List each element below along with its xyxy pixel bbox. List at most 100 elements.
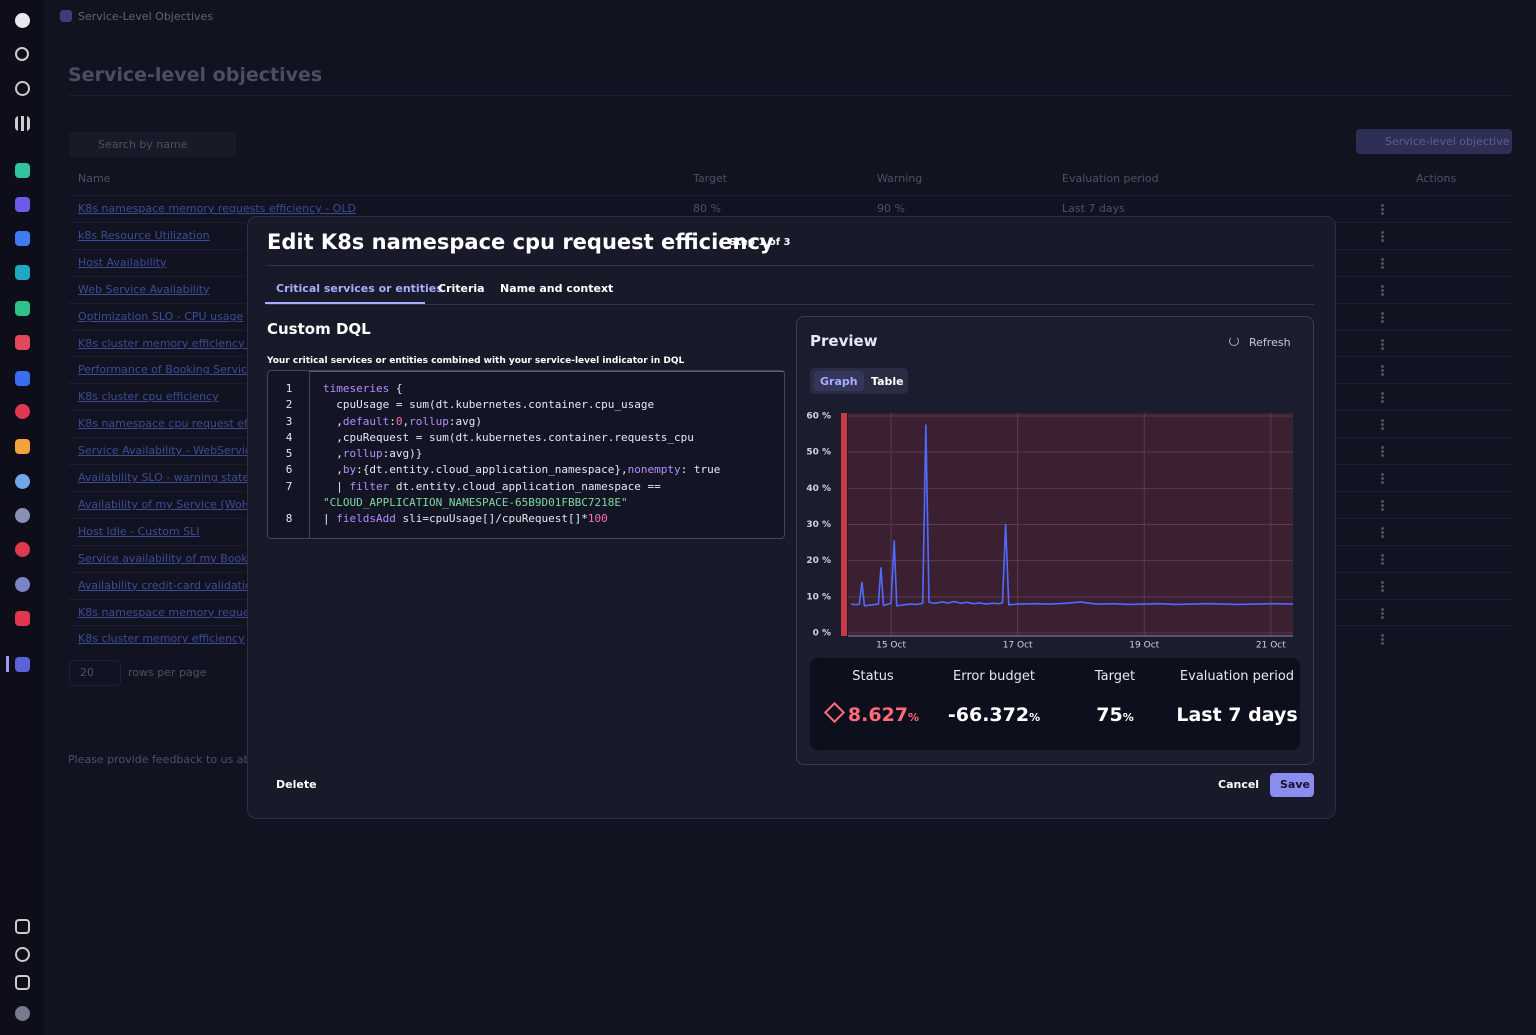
row-actions[interactable] xyxy=(1381,392,1384,396)
app-icon[interactable] xyxy=(15,439,30,454)
icon[interactable] xyxy=(15,81,30,96)
row-actions[interactable] xyxy=(1381,580,1384,584)
cell: Last 7 days xyxy=(1062,202,1125,215)
y-tick-label: 60 % xyxy=(806,412,831,422)
slo-name[interactable]: Web Service Availability xyxy=(78,282,210,296)
code-text: ,rollup:avg)} xyxy=(310,446,778,462)
row-actions[interactable] xyxy=(1381,634,1384,638)
row-actions[interactable] xyxy=(1381,311,1384,315)
create-button[interactable] xyxy=(1356,129,1512,154)
app-icon[interactable] xyxy=(15,301,30,316)
delete-button[interactable]: Delete xyxy=(276,778,317,791)
app-icon[interactable] xyxy=(15,371,30,386)
row-actions[interactable] xyxy=(1381,446,1384,450)
slo-name[interactable]: Optimization SLO - CPU usage xyxy=(78,309,244,323)
line-number: 4 xyxy=(285,430,293,444)
save-label: Save xyxy=(1280,778,1310,791)
slo-name[interactable]: K8s cluster cpu efficiency xyxy=(78,390,219,404)
expand-icon[interactable] xyxy=(15,919,30,934)
y-tick-label: 40 % xyxy=(806,484,831,494)
code-text: | filter dt.entity.cloud_application_nam… xyxy=(310,479,778,512)
code-token: dt.entity.cloud_application_namespace == xyxy=(389,479,668,493)
slo-name[interactable]: K8s namespace memory requests efficiency… xyxy=(78,202,356,215)
app-icon[interactable] xyxy=(15,231,30,246)
status-icon xyxy=(823,701,846,724)
breadcrumb: Service-Level Objectives xyxy=(78,10,214,23)
divider xyxy=(267,265,1314,266)
refresh-button[interactable]: Refresh xyxy=(1249,336,1291,349)
code-line: 1 timeseries { xyxy=(268,381,784,397)
row-actions[interactable] xyxy=(1381,284,1384,288)
tab[interactable]: Critical services or entities xyxy=(276,282,443,295)
icon[interactable] xyxy=(15,975,30,990)
app-icon[interactable] xyxy=(15,404,30,419)
slo-name[interactable]: K8s cluster memory efficiency xyxy=(78,632,245,646)
view-tab[interactable]: Table xyxy=(871,375,904,388)
tab-underline xyxy=(265,302,425,304)
code-line: 8 | fieldsAdd sli=cpuUsage[]/cpuRequest[]… xyxy=(268,511,784,527)
view-tab[interactable]: Graph xyxy=(820,375,858,388)
stat-value: 75% xyxy=(1035,704,1195,726)
search-box[interactable] xyxy=(69,132,236,157)
row-actions[interactable] xyxy=(1381,526,1384,530)
app-icon[interactable] xyxy=(15,508,30,523)
code-token: 0 xyxy=(395,414,403,428)
slo-name[interactable]: Availability SLO - warning state xyxy=(78,471,250,484)
y-tick-label: 20 % xyxy=(806,556,831,566)
row-actions[interactable] xyxy=(1381,365,1384,369)
y-tick-label: 50 % xyxy=(806,448,831,458)
slo-name[interactable]: Host Idle - Custom SLI xyxy=(78,524,200,538)
slo-name[interactable]: Performance of Booking Service - xyxy=(78,363,262,377)
code-token: ,cpuRequest = sum(dt.kubernetes.containe… xyxy=(323,430,694,444)
app-icon[interactable] xyxy=(15,657,30,672)
row-actions[interactable] xyxy=(1381,419,1384,423)
row-actions[interactable] xyxy=(1381,553,1384,557)
code-editor[interactable] xyxy=(267,370,785,539)
slo-name[interactable]: Service Availability - WebService xyxy=(78,444,258,458)
slo-name[interactable]: K8s namespace cpu request effic xyxy=(78,417,261,431)
code-token: by xyxy=(342,463,357,477)
slo-name[interactable]: Service availability of my Booking xyxy=(78,551,265,565)
search-icon[interactable] xyxy=(15,47,29,61)
y-tick-label: 0 % xyxy=(813,629,831,639)
row-actions[interactable] xyxy=(1381,230,1384,234)
save-button[interactable] xyxy=(1270,773,1314,797)
tab[interactable]: Name and context xyxy=(500,282,614,295)
row-actions[interactable] xyxy=(1381,204,1384,207)
slo-name[interactable]: K8s namespace memory request xyxy=(78,605,260,619)
slo-name[interactable]: Availability credit-card validation xyxy=(78,578,259,592)
slo-name[interactable]: K8s cluster memory efficiency - ( xyxy=(78,336,260,350)
tab[interactable]: Criteria xyxy=(438,282,485,295)
app-icon[interactable] xyxy=(15,335,30,350)
slo-name[interactable]: k8s Resource Utilization xyxy=(78,228,210,242)
row-actions[interactable] xyxy=(1381,257,1384,261)
help-icon[interactable] xyxy=(15,947,30,962)
row-actions[interactable] xyxy=(1381,338,1384,342)
app-icon[interactable] xyxy=(15,474,30,489)
row-actions[interactable] xyxy=(1381,499,1384,503)
user-avatar[interactable] xyxy=(15,1006,30,1021)
cancel-button[interactable]: Cancel xyxy=(1218,778,1260,791)
slo-name[interactable]: Host Availability xyxy=(78,255,167,269)
column-header: Warning xyxy=(877,172,923,185)
slo-name[interactable]: Availability of my Service (WoHe) xyxy=(78,497,262,511)
row-actions[interactable] xyxy=(1381,473,1384,476)
refresh-icon xyxy=(1229,336,1239,346)
code-line: 6 ,by:{dt.entity.cloud_application_names… xyxy=(268,462,784,478)
active-line xyxy=(310,371,784,372)
row-actions[interactable] xyxy=(1381,607,1384,611)
logo[interactable] xyxy=(15,13,30,28)
row-divider xyxy=(68,195,1512,196)
code-token: | xyxy=(323,479,350,493)
app-icon[interactable] xyxy=(15,542,30,557)
stat-number: 75 xyxy=(1096,704,1123,726)
stat-number: 8.627 xyxy=(847,704,909,726)
page-size-select[interactable] xyxy=(69,660,121,686)
app-icon[interactable] xyxy=(15,265,30,280)
app-icon[interactable] xyxy=(15,577,30,592)
apps-icon[interactable] xyxy=(15,116,30,131)
stat-value: Last 7 days xyxy=(1157,704,1317,726)
app-icon[interactable] xyxy=(15,197,30,212)
app-icon[interactable] xyxy=(15,163,30,178)
app-icon[interactable] xyxy=(15,611,30,626)
